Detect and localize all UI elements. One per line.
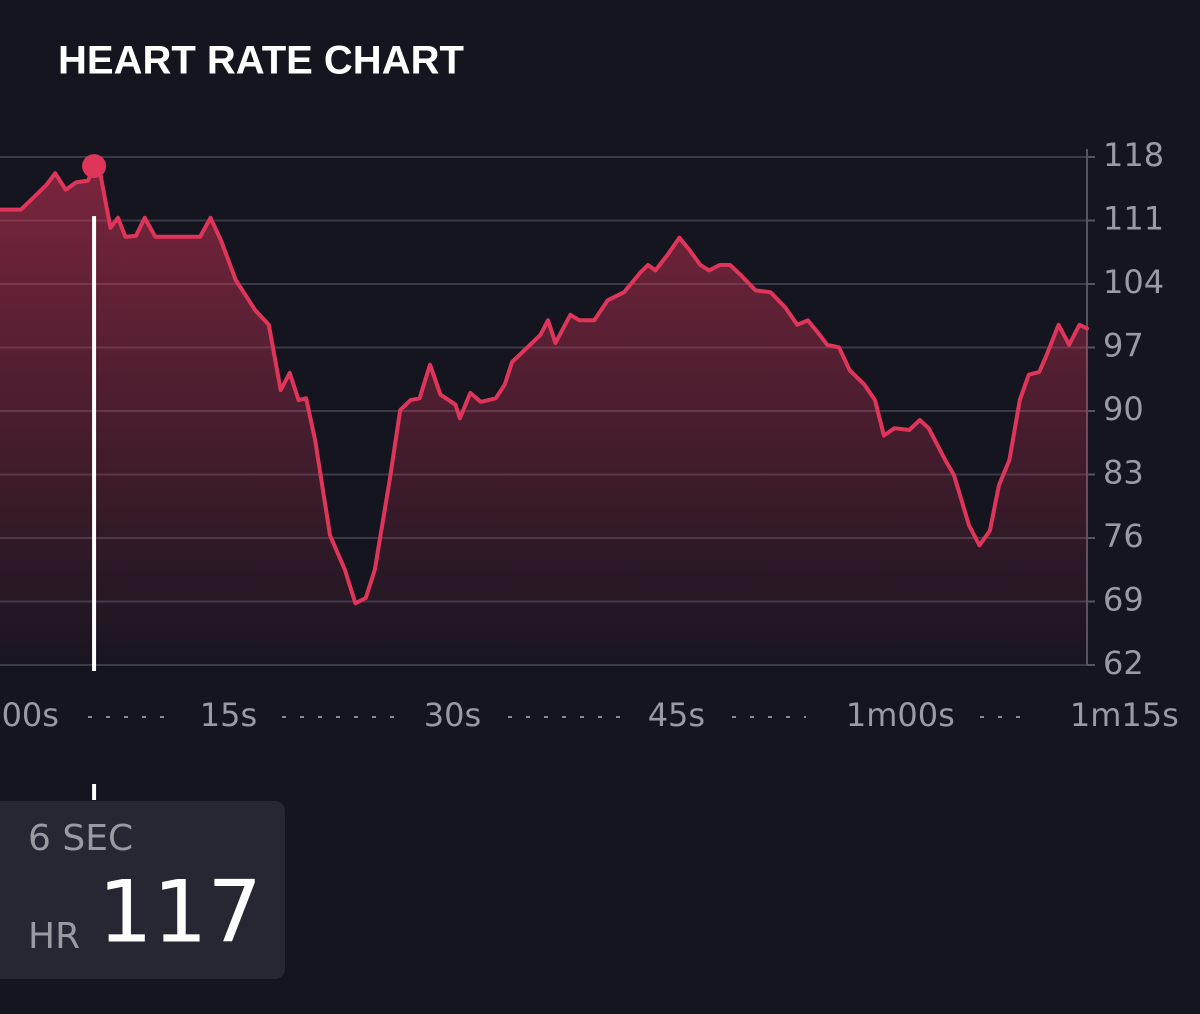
tooltip-hr-value: 117 — [98, 862, 262, 962]
x-tick-label: 1m15s — [1070, 696, 1179, 734]
y-tick-label: 104 — [1103, 263, 1164, 301]
highlight-dot — [82, 154, 107, 179]
y-tick-label: 118 — [1103, 136, 1164, 174]
tooltip-panel-edge — [0, 801, 10, 979]
y-tick-label: 111 — [1103, 200, 1164, 238]
area-fill — [0, 166, 1087, 665]
y-tick-label: 69 — [1103, 581, 1144, 619]
y-tick-label: 83 — [1103, 454, 1144, 492]
x-tick-label: 1m00s — [846, 696, 955, 734]
tooltip-hr-label: HR — [28, 916, 80, 957]
chart-title: HEART RATE CHART — [58, 39, 464, 83]
y-tick-label: 97 — [1103, 327, 1144, 365]
y-tick-label: 90 — [1103, 390, 1144, 428]
x-tick-label: 45s — [648, 696, 705, 734]
x-tick-label: 0m00s — [0, 696, 59, 734]
tooltip-time: 6 SEC — [28, 818, 133, 859]
y-tick-label: 62 — [1103, 644, 1144, 682]
hr-line — [0, 164, 1089, 606]
x-tick-label: 15s — [200, 696, 257, 734]
y-tick-label: 76 — [1103, 517, 1144, 555]
tooltip-panel — [0, 801, 285, 979]
x-tick-label: 30s — [424, 696, 481, 734]
